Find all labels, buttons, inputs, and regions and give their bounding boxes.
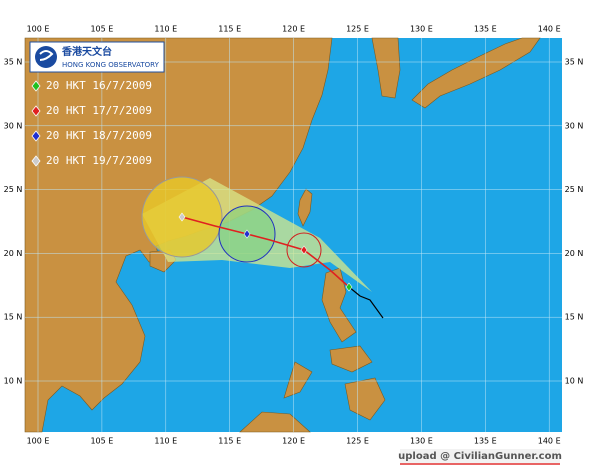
legend-entry: 20 HKT 17/7/2009 xyxy=(46,104,152,117)
legend-entry: 20 HKT 18/7/2009 xyxy=(46,129,152,142)
palawan xyxy=(283,361,313,399)
longitude-label-bottom: 120 E xyxy=(282,437,305,446)
longitude-label-bottom: 130 E xyxy=(410,437,433,446)
position-17 xyxy=(300,245,308,255)
latitude-label-left: 10 N xyxy=(4,377,23,386)
legend-icon xyxy=(31,105,41,117)
longitude-label-bottom: 140 E xyxy=(538,437,561,446)
latitude-label-left: 15 N xyxy=(4,313,23,322)
longitude-label-top: 135 E xyxy=(474,25,497,34)
logo-chinese: 香港天文台 xyxy=(62,45,112,58)
taiwan xyxy=(297,188,313,227)
legend-icon xyxy=(31,80,41,92)
legend-entry: 20 HKT 19/7/2009 xyxy=(46,154,152,167)
longitude-label-top: 100 E xyxy=(27,25,50,34)
latitude-label-right: 10 N xyxy=(565,377,584,386)
past-track xyxy=(348,286,384,319)
forecast-track xyxy=(181,216,350,288)
longitude-label-bottom: 100 E xyxy=(27,437,50,446)
korea xyxy=(371,37,401,99)
longitude-label-bottom: 105 E xyxy=(90,437,113,446)
longitude-label-bottom: 125 E xyxy=(346,437,369,446)
position-18 xyxy=(243,229,251,239)
latitude-label-right: 15 N xyxy=(565,313,584,322)
longitude-label-top: 140 E xyxy=(538,25,561,34)
japan xyxy=(411,37,541,109)
luzon xyxy=(321,267,357,343)
latitude-label-right: 25 N xyxy=(565,185,584,194)
visayas xyxy=(329,345,373,373)
latitude-label-right: 30 N xyxy=(565,121,584,130)
watermark-box xyxy=(400,449,560,463)
longitude-label-bottom: 110 E xyxy=(154,437,177,446)
logo: 香港天文台 HONG KONG OBSERVATORY xyxy=(29,41,165,73)
legend-icon xyxy=(31,155,41,167)
latitude-label-right: 20 N xyxy=(565,249,584,258)
latitude-label-left: 20 N xyxy=(4,249,23,258)
logo-swirl xyxy=(39,50,54,61)
legend-icon xyxy=(31,130,41,142)
forecast-circle-17 xyxy=(286,232,322,268)
logo-english: HONG KONG OBSERVATORY xyxy=(62,61,160,69)
watermark: upload @ CivilianGunner.com xyxy=(398,451,562,462)
longitude-label-top: 125 E xyxy=(346,25,369,34)
legend: 20 HKT 16/7/2009 20 HKT 17/7/2009 20 HKT 1… xyxy=(31,79,152,167)
position-16 xyxy=(345,282,353,292)
borneo xyxy=(239,411,311,433)
legend-entry: 20 HKT 16/7/2009 xyxy=(46,79,152,92)
longitude-label-top: 130 E xyxy=(410,25,433,34)
logo-emblem xyxy=(35,46,57,68)
position-19 xyxy=(178,212,186,222)
latitude-label-left: 35 N xyxy=(4,58,23,67)
longitude-label-top: 110 E xyxy=(154,25,177,34)
longitude-label-top: 120 E xyxy=(282,25,305,34)
longitude-label-bottom: 135 E xyxy=(474,437,497,446)
longitude-label-top: 115 E xyxy=(218,25,241,34)
longitude-label-bottom: 115 E xyxy=(218,437,241,446)
mindanao xyxy=(344,377,386,421)
latitude-label-left: 30 N xyxy=(4,121,23,130)
latitude-label-left: 25 N xyxy=(4,185,23,194)
coordinate-labels: 100 E 100 E 105 E 105 E 110 E 110 E 115 E 115 E… xyxy=(4,25,584,446)
longitude-label-top: 105 E xyxy=(90,25,113,34)
latitude-label-right: 35 N xyxy=(565,58,584,67)
